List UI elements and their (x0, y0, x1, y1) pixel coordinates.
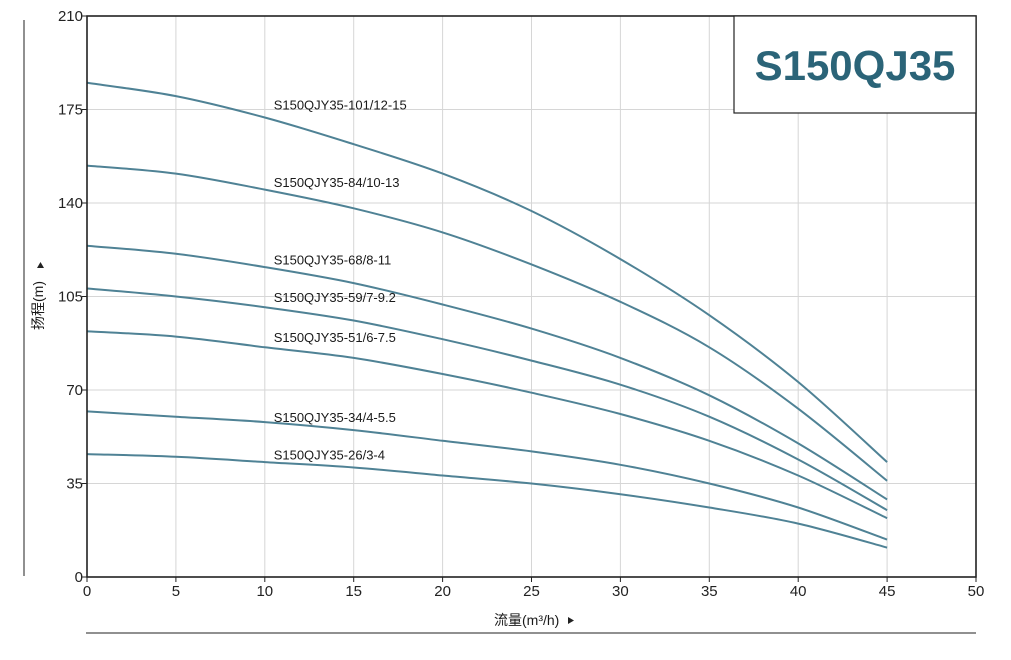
curve-label: S150QJY35-68/8-11 (274, 252, 392, 267)
curve-S150QJY35-101/12-15 (86, 81, 888, 463)
x-axis-arrow-icon (568, 617, 574, 624)
x-tick-labels: 0 5 10 15 20 25 30 35 40 45 50 (83, 577, 985, 600)
curves (86, 81, 888, 549)
curve-label: S150QJY35-59/7-9.2 (274, 290, 396, 305)
x-tick-label: 50 (968, 583, 985, 600)
curve-labels: S150QJY35-101/12-15 S150QJY35-84/10-13 S15… (274, 98, 407, 463)
y-tick-label: 35 (66, 476, 83, 493)
x-tick-label: 10 (256, 583, 273, 600)
x-tick-label: 20 (434, 583, 451, 600)
curve-label: S150QJY35-26/3-4 (274, 447, 385, 462)
curve-label: S150QJY35-51/6-7.5 (274, 330, 396, 345)
y-axis-title: 扬程(m) (30, 281, 46, 330)
y-tick-labels: 0 35 70 105 140 175 210 (58, 8, 87, 586)
x-tick-label: 45 (879, 583, 896, 600)
curve-label: S150QJY35-84/10-13 (274, 175, 400, 190)
x-tick-label: 15 (345, 583, 362, 600)
x-axis-title: 流量(m³/h) (494, 612, 559, 628)
x-tick-label: 35 (701, 583, 718, 600)
title-box (733, 15, 977, 114)
x-tick-label: 0 (83, 583, 91, 600)
curve-S150QJY35-34/4-5.5 (86, 410, 888, 541)
curve-S150QJY35-68/8-11 (86, 244, 888, 501)
y-tick-label: 210 (58, 8, 83, 25)
curve-S150QJY35-59/7-9.2 (86, 287, 888, 512)
model-title: S150QJ35 (755, 42, 956, 89)
y-tick-label: 0 (75, 569, 83, 586)
y-axis-arrow-icon (37, 262, 44, 268)
curve-label: S150QJY35-34/4-5.5 (274, 410, 396, 425)
y-tick-label: 105 (58, 289, 83, 306)
y-tick-label: 70 (66, 382, 83, 399)
x-tick-label: 5 (172, 583, 180, 600)
curve-S150QJY35-26/3-4 (86, 453, 888, 549)
x-tick-label: 40 (790, 583, 807, 600)
y-tick-label: 175 (58, 102, 83, 119)
x-tick-label: 30 (612, 583, 629, 600)
y-tick-label: 140 (58, 195, 83, 212)
curve-S150QJY35-51/6-7.5 (86, 330, 888, 520)
curve-S150QJY35-84/10-13 (86, 164, 888, 482)
x-tick-label: 25 (523, 583, 540, 600)
curve-label: S150QJY35-101/12-15 (274, 98, 407, 113)
